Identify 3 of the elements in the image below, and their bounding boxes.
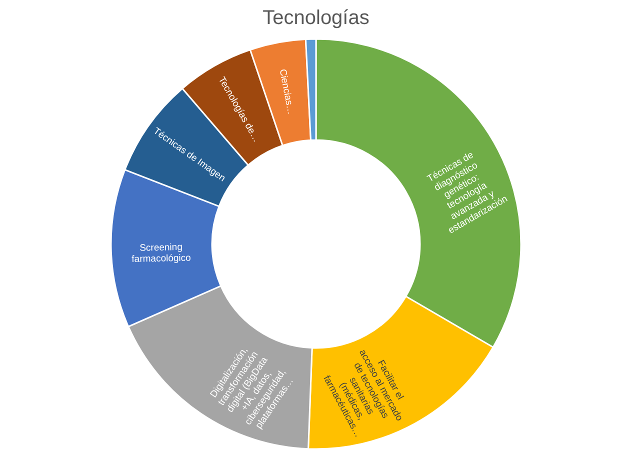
slice-label: Ciencias…: [276, 68, 296, 116]
slice-label: Screening farmacológico: [132, 242, 191, 266]
chart-title: Tecnologías: [262, 7, 370, 29]
